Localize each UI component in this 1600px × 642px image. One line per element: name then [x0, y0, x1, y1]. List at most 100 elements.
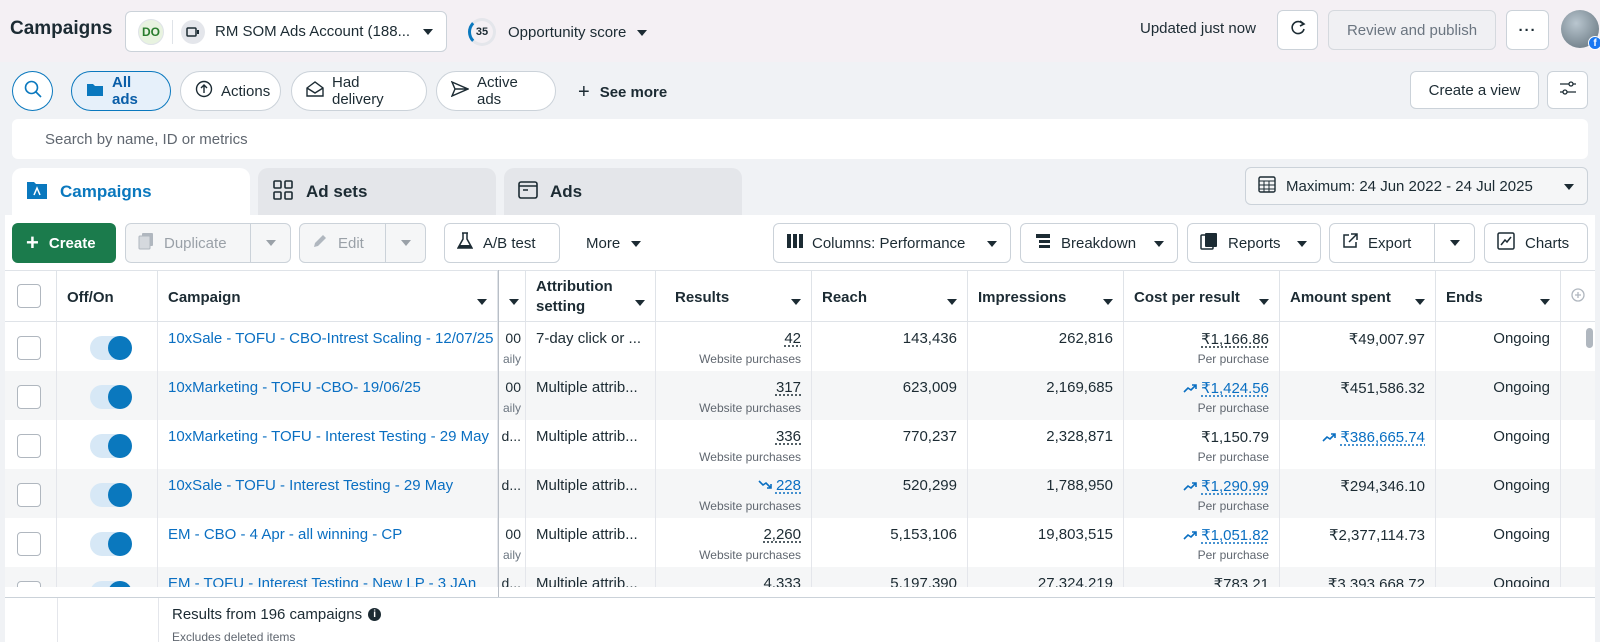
results-value[interactable]: 228 [775, 477, 801, 494]
create-view-button[interactable]: Create a view [1410, 71, 1539, 109]
duplicate-button[interactable]: Duplicate [125, 223, 291, 263]
campaign-toggle[interactable] [90, 532, 132, 556]
header-amount-spent[interactable]: Amount spent [1280, 271, 1436, 323]
create-button[interactable]: + Create [12, 223, 116, 263]
edit-button[interactable]: Edit [299, 223, 426, 263]
tab-ad-sets[interactable]: Ad sets [258, 168, 496, 216]
cpr-wrap: ₹1,424.56 [1183, 379, 1269, 397]
chevron-down-icon[interactable] [250, 224, 290, 262]
campaign-toggle[interactable] [90, 385, 132, 409]
more-options-button[interactable]: ··· [1506, 10, 1549, 50]
campaign-name-cell: 10xSale - TOFU - CBO-Intrest Scaling - 1… [158, 322, 498, 371]
header-reach[interactable]: Reach [812, 271, 968, 323]
impressions-cell: 2,328,871 [968, 420, 1124, 469]
header-budget[interactable] [498, 271, 526, 323]
campaign-name-link[interactable]: 10xMarketing - TOFU -CBO- 19/06/25 [168, 379, 421, 396]
cpr-value[interactable]: ₹1,290.99 [1201, 478, 1269, 495]
columns-button[interactable]: Columns: Performance [773, 223, 1011, 263]
refresh-button[interactable] [1277, 10, 1318, 50]
cpr-value[interactable]: ₹1,051.82 [1201, 527, 1269, 544]
header-results[interactable]: Results [656, 271, 812, 323]
campaign-name-link[interactable]: 10xSale - TOFU - CBO-Intrest Scaling - 1… [168, 330, 494, 347]
header-offon[interactable]: Off/On [57, 271, 158, 323]
row-checkbox[interactable] [17, 483, 41, 507]
results-value[interactable]: 42 [784, 330, 801, 347]
reach-value: 143,436 [902, 330, 957, 347]
header-ends[interactable]: Ends [1436, 271, 1561, 323]
cpr-value[interactable]: ₹1,150.79 [1201, 429, 1269, 446]
select-all-checkbox[interactable] [17, 284, 41, 308]
chevron-down-icon[interactable] [1434, 224, 1474, 262]
breakdown-button[interactable]: Breakdown [1020, 223, 1178, 263]
table-row[interactable]: 10xSale - TOFU - Interest Testing - 29 M… [5, 469, 1595, 518]
row-checkbox[interactable] [17, 434, 41, 458]
row-checkbox[interactable] [17, 532, 41, 556]
budget-value: d... [501, 575, 521, 587]
cpr-value[interactable]: ₹783.21 [1213, 576, 1269, 587]
amount-spent-cell: ₹386,665.74 [1280, 420, 1436, 469]
campaign-toggle[interactable] [90, 581, 132, 587]
cpr-sub: Per purchase [1197, 499, 1269, 513]
impressions-value: 19,803,515 [1037, 526, 1113, 543]
search-input[interactable] [12, 119, 1588, 159]
filter-all-ads[interactable]: All ads [71, 71, 171, 111]
reports-button[interactable]: Reports [1187, 223, 1321, 263]
row-checkbox[interactable] [17, 336, 41, 360]
table-row[interactable]: 10xMarketing - TOFU - Interest Testing -… [5, 420, 1595, 469]
export-label: Export [1368, 234, 1412, 252]
tab-ads[interactable]: Ads [504, 168, 742, 216]
results-value[interactable]: 336 [775, 428, 801, 445]
header-campaign[interactable]: Campaign [158, 271, 498, 323]
info-icon[interactable]: i [368, 608, 382, 621]
account-selector[interactable]: DO RM SOM Ads Account (188... [125, 11, 447, 52]
results-value[interactable]: 317 [775, 379, 801, 396]
add-column-button[interactable] [1561, 271, 1595, 323]
row-checkbox[interactable] [17, 385, 41, 409]
campaign-toggle[interactable] [90, 336, 132, 360]
frozen-column-divider [498, 270, 499, 642]
export-button[interactable]: Export [1329, 223, 1475, 263]
filter-actions[interactable]: Actions [180, 71, 281, 111]
ab-test-button[interactable]: A/B test [444, 223, 560, 263]
toggle-cell [57, 420, 158, 469]
filter-active-ads[interactable]: Active ads [436, 71, 556, 111]
campaign-name-link[interactable]: 10xMarketing - TOFU - Interest Testing -… [168, 428, 489, 445]
row-checkbox[interactable] [17, 581, 41, 587]
opportunity-score[interactable]: 35 Opportunity score [468, 18, 648, 46]
more-button[interactable]: More [586, 223, 658, 263]
review-and-publish-button[interactable]: Review and publish [1328, 10, 1496, 50]
table-row[interactable]: EM - TOFU - Interest Testing - New LP - … [5, 567, 1595, 587]
cpr-value[interactable]: ₹1,424.56 [1201, 380, 1269, 397]
ends-cell: Ongoing [1436, 420, 1561, 469]
table-row[interactable]: 10xSale - TOFU - CBO-Intrest Scaling - 1… [5, 322, 1595, 371]
tab-campaigns[interactable]: Campaigns [12, 168, 250, 216]
vertical-scrollbar[interactable] [1586, 328, 1593, 348]
chevron-down-icon[interactable] [385, 224, 425, 262]
search-toggle-button[interactable] [12, 71, 53, 111]
row-select-cell [5, 567, 57, 587]
header-impressions[interactable]: Impressions [968, 271, 1124, 323]
avatar[interactable]: f [1561, 10, 1600, 50]
toggle-cell [57, 567, 158, 587]
header-cost-per-result[interactable]: Cost per result [1124, 271, 1280, 323]
campaign-toggle[interactable] [90, 434, 132, 458]
table-row[interactable]: 10xMarketing - TOFU -CBO- 19/06/25 00 aily… [5, 371, 1595, 420]
campaign-name-link[interactable]: 10xSale - TOFU - Interest Testing - 29 M… [168, 477, 454, 494]
date-range-picker[interactable]: Maximum: 24 Jun 2022 - 24 Jul 2025 [1245, 167, 1588, 205]
campaign-toggle[interactable] [90, 483, 132, 507]
campaign-name-link[interactable]: EM - CBO - 4 Apr - all winning - CP [168, 526, 403, 543]
results-value[interactable]: 4,333 [763, 575, 801, 587]
view-settings-button[interactable] [1547, 71, 1588, 109]
budget-value: 00 [505, 330, 521, 346]
see-more-button[interactable]: + See more [578, 81, 667, 104]
table-row[interactable]: EM - CBO - 4 Apr - all winning - CP 00 ail… [5, 518, 1595, 567]
charts-button[interactable]: Charts [1484, 223, 1588, 263]
cpr-value[interactable]: ₹1,166.86 [1201, 331, 1269, 348]
campaign-name-cell: 10xMarketing - TOFU - Interest Testing -… [158, 420, 498, 469]
campaign-name-link[interactable]: EM - TOFU - Interest Testing - New LP - … [168, 575, 477, 587]
envelope-icon [306, 81, 332, 101]
attribution-cell: Multiple attrib... [526, 371, 656, 420]
header-attribution[interactable]: Attribution setting [526, 271, 656, 323]
results-value[interactable]: 2,260 [763, 526, 801, 543]
filter-had-delivery[interactable]: Had delivery [291, 71, 427, 111]
